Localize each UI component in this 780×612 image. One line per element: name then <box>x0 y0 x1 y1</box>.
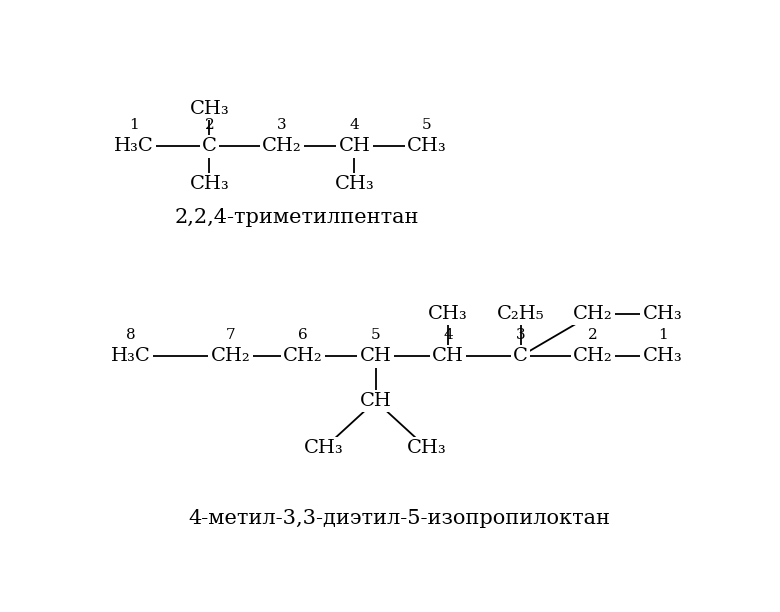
Text: 3: 3 <box>516 328 526 342</box>
Text: 8: 8 <box>126 328 136 342</box>
Text: CH₂: CH₂ <box>283 347 323 365</box>
Text: CH₂: CH₂ <box>573 347 613 365</box>
Text: CH₂: CH₂ <box>211 347 250 365</box>
Text: CH₃: CH₃ <box>335 175 374 193</box>
Text: 1: 1 <box>658 328 668 342</box>
Text: 2: 2 <box>204 118 215 132</box>
Text: 7: 7 <box>225 328 236 342</box>
Text: 6: 6 <box>298 328 308 342</box>
Text: 4: 4 <box>443 328 453 342</box>
Text: CH₃: CH₃ <box>428 305 468 323</box>
Text: C₂H₅: C₂H₅ <box>497 305 544 323</box>
Text: CH: CH <box>432 347 464 365</box>
Text: 1: 1 <box>129 118 139 132</box>
Text: CH: CH <box>360 392 392 410</box>
Text: CH: CH <box>339 138 370 155</box>
Text: CH₃: CH₃ <box>190 100 229 118</box>
Text: CH₃: CH₃ <box>304 439 344 457</box>
Text: 2: 2 <box>588 328 598 342</box>
Text: 4-метил-3,3-диэтил-5-изопропилоктан: 4-метил-3,3-диэтил-5-изопропилоктан <box>189 509 611 528</box>
Text: CH₂: CH₂ <box>573 305 613 323</box>
Text: CH₃: CH₃ <box>407 138 447 155</box>
Text: CH₃: CH₃ <box>190 175 229 193</box>
Text: CH₂: CH₂ <box>262 138 302 155</box>
Text: 5: 5 <box>422 118 432 132</box>
Text: C: C <box>513 347 528 365</box>
Text: 2,2,4-триметилпентан: 2,2,4-триметилпентан <box>175 207 419 226</box>
Text: 5: 5 <box>370 328 381 342</box>
Text: CH: CH <box>360 347 392 365</box>
Text: CH₃: CH₃ <box>407 439 447 457</box>
Text: CH₃: CH₃ <box>643 347 682 365</box>
Text: H₃C: H₃C <box>111 347 151 365</box>
Text: CH₃: CH₃ <box>643 305 682 323</box>
Text: 3: 3 <box>277 118 287 132</box>
Text: H₃C: H₃C <box>114 138 154 155</box>
Text: C: C <box>202 138 217 155</box>
Text: 4: 4 <box>349 118 360 132</box>
